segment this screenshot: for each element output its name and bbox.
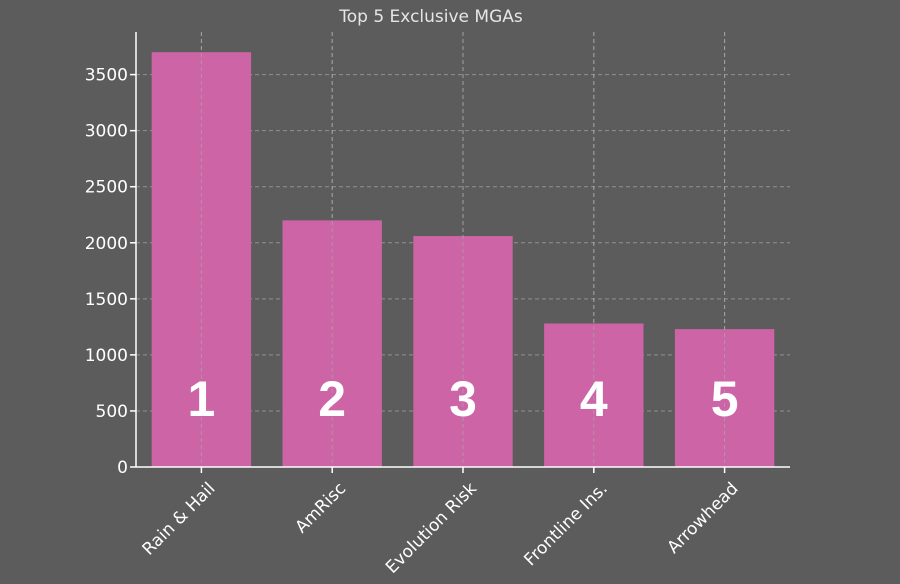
y-tick-label: 3000 xyxy=(85,122,128,142)
y-axis: 0 500 1000 1500 2000 2500 3000 3500 xyxy=(85,32,137,478)
y-tick-label: 2000 xyxy=(85,234,128,254)
y-tick-label: 500 xyxy=(96,402,128,422)
bar-rank-label: 2 xyxy=(318,371,346,427)
y-tick-label: 1000 xyxy=(85,346,128,366)
bar-rank-label: 1 xyxy=(187,371,215,427)
x-tick-label: Rain & Hail xyxy=(139,479,220,560)
y-tick-label: 1500 xyxy=(85,290,128,310)
x-tick-label: Arrowhead xyxy=(664,479,743,558)
x-tick-label: Frontline Ins. xyxy=(520,479,611,570)
bar-rank-label: 3 xyxy=(449,371,477,427)
chart-title: Top 5 Exclusive MGAs xyxy=(338,7,523,27)
x-tick-label: Evolution Risk xyxy=(382,479,481,578)
bar xyxy=(413,236,513,467)
x-tick-label: AmRisc xyxy=(292,479,351,538)
y-tick-label: 3500 xyxy=(85,66,128,86)
y-tick-label: 2500 xyxy=(85,178,128,198)
bar-rank-label: 4 xyxy=(580,371,608,427)
y-tick-label: 0 xyxy=(117,458,128,478)
bar-rank-label: 5 xyxy=(711,371,739,427)
bars: 1 2 3 4 5 xyxy=(151,32,775,467)
x-axis: Rain & Hail AmRisc Evolution Risk Frontline… xyxy=(136,466,790,578)
